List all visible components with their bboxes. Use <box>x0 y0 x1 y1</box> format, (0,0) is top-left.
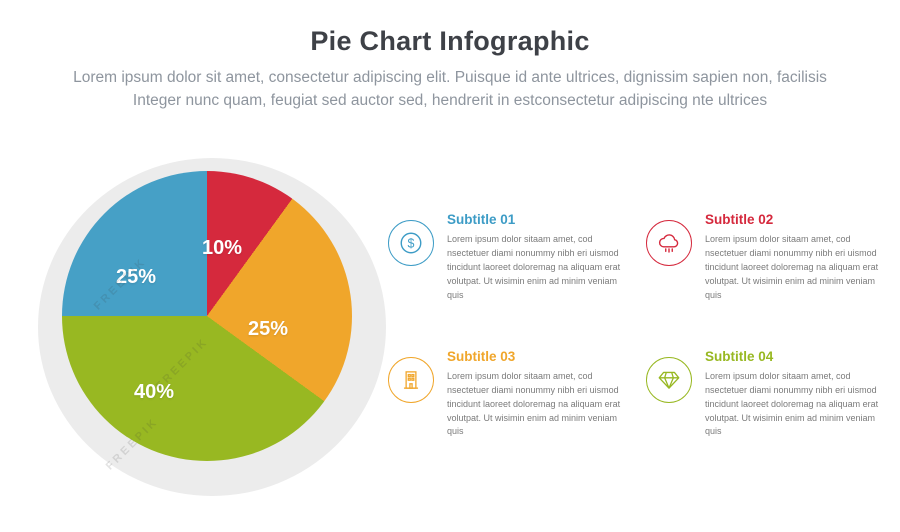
info-item: Subtitle 02 Lorem ipsum dolor sitaam ame… <box>646 212 896 303</box>
info-item-text: Subtitle 02 Lorem ipsum dolor sitaam ame… <box>705 212 883 303</box>
pie-label-10: 10% <box>202 237 243 259</box>
cloud-network-icon <box>646 220 692 266</box>
item-subtitle: Subtitle 02 <box>705 212 774 227</box>
dollar-coin-icon: $ <box>388 220 434 266</box>
diamond-icon <box>646 356 692 403</box>
info-item: $ Subtitle 01 Lorem ipsum dolor sitaam a… <box>388 212 638 303</box>
pie-section: 10% 25% 40% 25% FREEPIK FREEPIK FREEPIK <box>38 158 386 496</box>
pie-label-40: 40% <box>134 381 175 403</box>
info-items-grid: $ Subtitle 01 Lorem ipsum dolor sitaam a… <box>388 212 896 439</box>
item-subtitle: Subtitle 04 <box>705 348 774 364</box>
info-item: Subtitle 04 Lorem ipsum dolor sitaam ame… <box>646 349 896 440</box>
item-subtitle: Subtitle 03 <box>447 348 516 364</box>
item-body: Lorem ipsum dolor sitaam amet, cod nsect… <box>447 370 621 437</box>
pie-label-25-right: 25% <box>248 318 289 340</box>
item-subtitle: Subtitle 01 <box>447 212 516 227</box>
description-line-2: Integer nunc quam, feugiat sed auctor se… <box>132 92 768 110</box>
item-body: Lorem ipsum dolor sitaam amet, cod nsect… <box>705 234 879 300</box>
page-description: Lorem ipsum dolor sit amet, consectetur … <box>0 66 900 113</box>
building-icon <box>388 356 434 403</box>
info-item-text: Subtitle 03 Lorem ipsum dolor sitaam ame… <box>447 349 625 440</box>
info-item-text: Subtitle 04 Lorem ipsum dolor sitaam ame… <box>705 349 883 440</box>
description-line-1: Lorem ipsum dolor sit amet, consectetur … <box>73 69 827 86</box>
svg-text:$: $ <box>408 237 415 251</box>
pie-chart: 10% 25% 40% 25% <box>62 171 352 461</box>
page: { "title": "Pie Chart Infographic", "des… <box>0 26 900 532</box>
info-item-text: Subtitle 01 Lorem ipsum dolor sitaam ame… <box>447 212 625 303</box>
item-body: Lorem ipsum dolor sitaam amet, cod nsect… <box>705 370 879 437</box>
pie-label-25-left: 25% <box>116 266 157 288</box>
info-item: Subtitle 03 Lorem ipsum dolor sitaam ame… <box>388 349 638 440</box>
item-body: Lorem ipsum dolor sitaam amet, cod nsect… <box>447 234 621 300</box>
page-title: Pie Chart Infographic <box>310 26 590 56</box>
